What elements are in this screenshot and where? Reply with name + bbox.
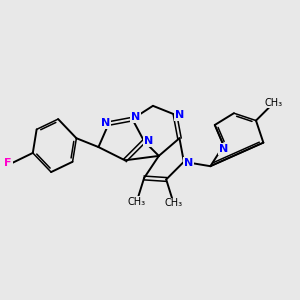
Text: N: N: [175, 110, 184, 120]
Text: F: F: [4, 158, 12, 168]
Text: N: N: [184, 158, 193, 168]
Text: CH₃: CH₃: [164, 198, 183, 208]
Text: N: N: [101, 118, 110, 128]
Text: CH₃: CH₃: [265, 98, 283, 108]
Text: N: N: [131, 112, 140, 122]
Text: CH₃: CH₃: [128, 196, 146, 206]
Text: N: N: [144, 136, 153, 146]
Text: N: N: [219, 144, 228, 154]
